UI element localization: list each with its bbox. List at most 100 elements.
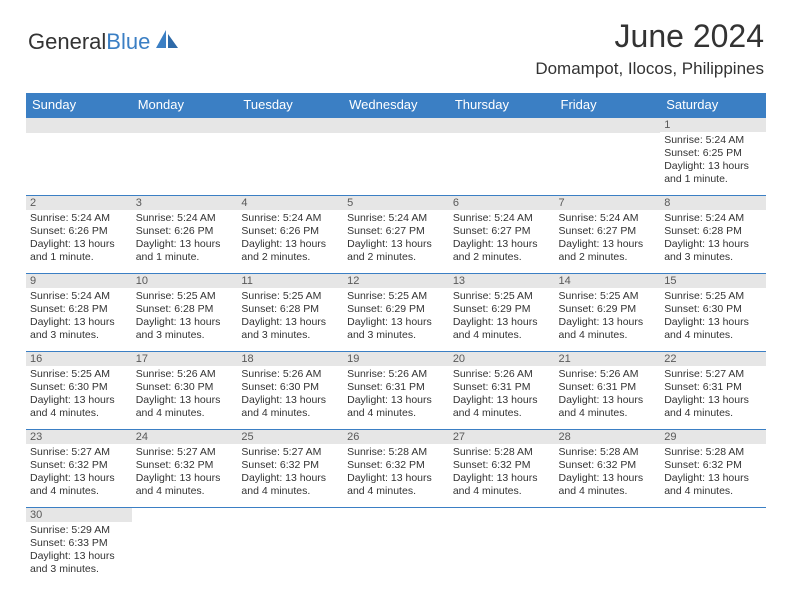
day-number: 29 [660, 430, 766, 444]
daylight-text: Daylight: 13 hours and 4 minutes. [136, 472, 234, 498]
sunset-text: Sunset: 6:31 PM [453, 381, 551, 394]
calendar-cell: 30Sunrise: 5:29 AMSunset: 6:33 PMDayligh… [26, 507, 132, 585]
day-details: Sunrise: 5:24 AMSunset: 6:27 PMDaylight:… [449, 210, 555, 267]
sunset-text: Sunset: 6:32 PM [136, 459, 234, 472]
day-details: Sunrise: 5:29 AMSunset: 6:33 PMDaylight:… [26, 522, 132, 579]
daylight-text: Daylight: 13 hours and 4 minutes. [241, 394, 339, 420]
sunrise-text: Sunrise: 5:27 AM [30, 446, 128, 459]
day-details: Sunrise: 5:25 AMSunset: 6:30 PMDaylight:… [26, 366, 132, 423]
daylight-text: Daylight: 13 hours and 4 minutes. [136, 394, 234, 420]
calendar-cell: 12Sunrise: 5:25 AMSunset: 6:29 PMDayligh… [343, 273, 449, 351]
day-details: Sunrise: 5:28 AMSunset: 6:32 PMDaylight:… [449, 444, 555, 501]
calendar-cell: 16Sunrise: 5:25 AMSunset: 6:30 PMDayligh… [26, 351, 132, 429]
day-number: 13 [449, 274, 555, 288]
location-subtitle: Domampot, Ilocos, Philippines [535, 59, 764, 79]
sunrise-text: Sunrise: 5:26 AM [241, 368, 339, 381]
sunrise-text: Sunrise: 5:27 AM [136, 446, 234, 459]
calendar-cell [237, 117, 343, 195]
day-header: Tuesday [237, 93, 343, 117]
calendar-week-row: 9Sunrise: 5:24 AMSunset: 6:28 PMDaylight… [26, 273, 766, 351]
calendar-cell: 5Sunrise: 5:24 AMSunset: 6:27 PMDaylight… [343, 195, 449, 273]
daylight-text: Daylight: 13 hours and 4 minutes. [241, 472, 339, 498]
daylight-text: Daylight: 13 hours and 4 minutes. [664, 472, 762, 498]
day-number: 14 [555, 274, 661, 288]
day-number: 26 [343, 430, 449, 444]
calendar-cell: 2Sunrise: 5:24 AMSunset: 6:26 PMDaylight… [26, 195, 132, 273]
calendar-cell: 14Sunrise: 5:25 AMSunset: 6:29 PMDayligh… [555, 273, 661, 351]
calendar-cell: 1Sunrise: 5:24 AMSunset: 6:25 PMDaylight… [660, 117, 766, 195]
day-details: Sunrise: 5:25 AMSunset: 6:28 PMDaylight:… [237, 288, 343, 345]
day-number: 27 [449, 430, 555, 444]
calendar-week-row: 30Sunrise: 5:29 AMSunset: 6:33 PMDayligh… [26, 507, 766, 585]
sunset-text: Sunset: 6:28 PM [241, 303, 339, 316]
month-title: June 2024 [535, 18, 764, 55]
daylight-text: Daylight: 13 hours and 4 minutes. [347, 472, 445, 498]
day-details: Sunrise: 5:25 AMSunset: 6:29 PMDaylight:… [343, 288, 449, 345]
calendar-cell: 3Sunrise: 5:24 AMSunset: 6:26 PMDaylight… [132, 195, 238, 273]
empty-day [26, 118, 132, 133]
calendar-cell: 25Sunrise: 5:27 AMSunset: 6:32 PMDayligh… [237, 429, 343, 507]
sunset-text: Sunset: 6:33 PM [30, 537, 128, 550]
sunrise-text: Sunrise: 5:24 AM [559, 212, 657, 225]
calendar-cell [343, 117, 449, 195]
calendar-cell: 8Sunrise: 5:24 AMSunset: 6:28 PMDaylight… [660, 195, 766, 273]
calendar-cell [26, 117, 132, 195]
calendar-cell: 7Sunrise: 5:24 AMSunset: 6:27 PMDaylight… [555, 195, 661, 273]
sunrise-text: Sunrise: 5:25 AM [559, 290, 657, 303]
sunset-text: Sunset: 6:30 PM [241, 381, 339, 394]
daylight-text: Daylight: 13 hours and 4 minutes. [664, 394, 762, 420]
sunrise-text: Sunrise: 5:26 AM [347, 368, 445, 381]
calendar-cell [449, 117, 555, 195]
sunset-text: Sunset: 6:27 PM [347, 225, 445, 238]
sunset-text: Sunset: 6:27 PM [453, 225, 551, 238]
sunrise-text: Sunrise: 5:28 AM [453, 446, 551, 459]
sunset-text: Sunset: 6:31 PM [559, 381, 657, 394]
day-details: Sunrise: 5:24 AMSunset: 6:27 PMDaylight:… [343, 210, 449, 267]
calendar-cell: 10Sunrise: 5:25 AMSunset: 6:28 PMDayligh… [132, 273, 238, 351]
day-details: Sunrise: 5:28 AMSunset: 6:32 PMDaylight:… [555, 444, 661, 501]
daylight-text: Daylight: 13 hours and 3 minutes. [241, 316, 339, 342]
daylight-text: Daylight: 13 hours and 3 minutes. [347, 316, 445, 342]
calendar-cell [237, 507, 343, 585]
sunrise-text: Sunrise: 5:26 AM [136, 368, 234, 381]
sunset-text: Sunset: 6:32 PM [664, 459, 762, 472]
calendar-cell [343, 507, 449, 585]
sunrise-text: Sunrise: 5:25 AM [30, 368, 128, 381]
day-details: Sunrise: 5:25 AMSunset: 6:30 PMDaylight:… [660, 288, 766, 345]
sunrise-text: Sunrise: 5:27 AM [664, 368, 762, 381]
calendar-cell: 24Sunrise: 5:27 AMSunset: 6:32 PMDayligh… [132, 429, 238, 507]
day-details: Sunrise: 5:24 AMSunset: 6:28 PMDaylight:… [660, 210, 766, 267]
calendar-cell: 6Sunrise: 5:24 AMSunset: 6:27 PMDaylight… [449, 195, 555, 273]
calendar-cell: 18Sunrise: 5:26 AMSunset: 6:30 PMDayligh… [237, 351, 343, 429]
logo: GeneralBlue [28, 28, 180, 56]
sunset-text: Sunset: 6:29 PM [453, 303, 551, 316]
empty-day [555, 118, 661, 133]
day-details: Sunrise: 5:25 AMSunset: 6:29 PMDaylight:… [449, 288, 555, 345]
sunrise-text: Sunrise: 5:24 AM [453, 212, 551, 225]
sunset-text: Sunset: 6:29 PM [347, 303, 445, 316]
sunset-text: Sunset: 6:31 PM [664, 381, 762, 394]
day-header: Friday [555, 93, 661, 117]
day-number: 20 [449, 352, 555, 366]
calendar-cell: 13Sunrise: 5:25 AMSunset: 6:29 PMDayligh… [449, 273, 555, 351]
daylight-text: Daylight: 13 hours and 1 minute. [136, 238, 234, 264]
day-number: 11 [237, 274, 343, 288]
day-number: 7 [555, 196, 661, 210]
sunrise-text: Sunrise: 5:25 AM [664, 290, 762, 303]
calendar-cell [660, 507, 766, 585]
day-details: Sunrise: 5:26 AMSunset: 6:31 PMDaylight:… [343, 366, 449, 423]
daylight-text: Daylight: 13 hours and 4 minutes. [559, 472, 657, 498]
day-number: 25 [237, 430, 343, 444]
daylight-text: Daylight: 13 hours and 2 minutes. [241, 238, 339, 264]
calendar-cell [555, 117, 661, 195]
sunrise-text: Sunrise: 5:25 AM [347, 290, 445, 303]
sunset-text: Sunset: 6:30 PM [664, 303, 762, 316]
day-details: Sunrise: 5:27 AMSunset: 6:32 PMDaylight:… [132, 444, 238, 501]
sunset-text: Sunset: 6:32 PM [347, 459, 445, 472]
sunset-text: Sunset: 6:32 PM [241, 459, 339, 472]
sunrise-text: Sunrise: 5:25 AM [136, 290, 234, 303]
day-number: 30 [26, 508, 132, 522]
daylight-text: Daylight: 13 hours and 3 minutes. [136, 316, 234, 342]
daylight-text: Daylight: 13 hours and 3 minutes. [30, 550, 128, 576]
daylight-text: Daylight: 13 hours and 4 minutes. [30, 394, 128, 420]
